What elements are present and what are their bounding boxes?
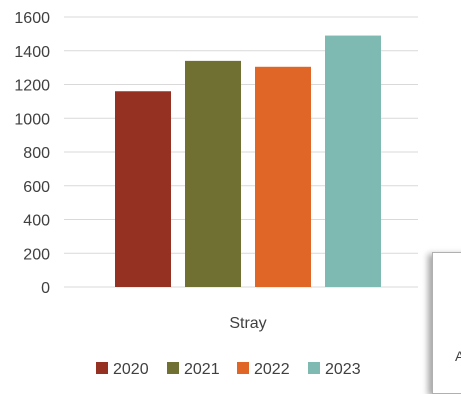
y-tick-label-1000: 1000	[14, 111, 50, 128]
bar-2022	[255, 66, 311, 287]
legend-label-2020: 2020	[113, 361, 149, 378]
y-tick-label-800: 800	[23, 145, 50, 162]
y-tick-label-200: 200	[23, 246, 50, 263]
category-label: Stray	[229, 315, 266, 332]
bar-2021	[185, 60, 241, 287]
bar-2023	[325, 35, 381, 287]
bar-chart: 0 200 400 600 800 1000 1200 1400 1600 Stray 2020…	[14, 10, 418, 378]
overlapping-popup-panel[interactable]	[432, 252, 461, 394]
y-tick-label-1600: 1600	[14, 10, 50, 27]
legend-swatch-2021	[167, 362, 179, 374]
legend-swatch-2022	[237, 362, 249, 374]
y-axis-tick-labels: 0 200 400 600 800 1000 1200 1400 1600	[14, 10, 50, 297]
bar-2020	[115, 91, 171, 287]
bars	[115, 35, 381, 287]
y-tick-label-1200: 1200	[14, 78, 50, 95]
y-tick-label-600: 600	[23, 179, 50, 196]
legend: 2020 2021 2022 2023	[96, 361, 361, 378]
legend-swatch-2023	[308, 362, 320, 374]
popup-glyph: A	[455, 348, 461, 364]
y-tick-label-400: 400	[23, 213, 50, 230]
legend-label-2022: 2022	[254, 361, 290, 378]
legend-swatch-2020	[96, 362, 108, 374]
category-labels: Stray	[229, 315, 266, 332]
legend-label-2021: 2021	[184, 361, 220, 378]
y-tick-label-0: 0	[41, 280, 50, 297]
y-tick-label-1400: 1400	[14, 44, 50, 61]
legend-label-2023: 2023	[325, 361, 361, 378]
